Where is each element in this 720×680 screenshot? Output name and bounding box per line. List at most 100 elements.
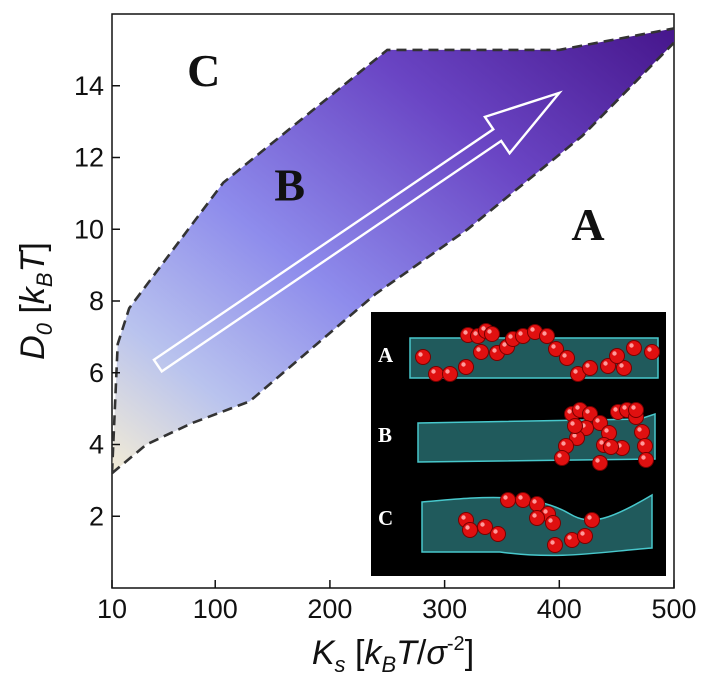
- region-label-c: C: [187, 45, 220, 96]
- bead-highlight: [604, 428, 609, 433]
- bead-highlight: [487, 329, 492, 334]
- bead-highlight: [619, 363, 624, 368]
- bead-highlight: [647, 347, 652, 352]
- bead-highlight: [550, 540, 555, 545]
- lower-boundary-line: [112, 41, 674, 475]
- bead-highlight: [473, 331, 478, 336]
- polymer-bead: [473, 344, 489, 360]
- polymer-bead: [442, 366, 458, 382]
- bead-highlight: [431, 369, 436, 374]
- inset-label-a: A: [378, 343, 394, 367]
- polymer-bead: [428, 366, 444, 382]
- bead-highlight: [445, 369, 450, 374]
- y-tick-label: 8: [89, 286, 104, 316]
- y-tick-label: 10: [74, 214, 104, 244]
- bead-highlight: [612, 351, 617, 356]
- bead-highlight: [418, 352, 423, 357]
- polymer-bead: [592, 455, 608, 471]
- bead-highlight: [530, 327, 535, 332]
- bead-highlight: [641, 455, 646, 460]
- polymer-bead: [462, 522, 478, 538]
- x-tick-label: 10: [97, 594, 127, 624]
- polymer-bead: [634, 424, 650, 440]
- bead-highlight: [562, 353, 567, 358]
- x-tick-label: 400: [537, 594, 582, 624]
- bead-highlight: [503, 495, 508, 500]
- bead-highlight: [613, 407, 618, 412]
- direction-arrow: [152, 90, 563, 374]
- region-label-b: B: [274, 160, 305, 211]
- bead-highlight: [557, 453, 562, 458]
- polymer-bead: [638, 452, 654, 468]
- bead-highlight: [599, 440, 604, 445]
- bead-highlight: [542, 331, 547, 336]
- bead-highlight: [481, 326, 486, 331]
- polymer-bead: [415, 349, 431, 365]
- y-axis-title: D0 [kBT]: [14, 242, 57, 360]
- bead-highlight: [493, 529, 498, 534]
- polymer-bead: [626, 340, 642, 356]
- bead-highlight: [543, 509, 548, 514]
- polymer-bead: [458, 359, 474, 375]
- inset-snapshot-b: B: [378, 402, 656, 471]
- polymer-bead: [500, 492, 516, 508]
- inset-snapshot-c: C: [378, 492, 653, 557]
- polymer-bead: [603, 439, 619, 455]
- polymer-bead: [484, 326, 500, 342]
- region-labels: A B C: [187, 45, 604, 250]
- bead-highlight: [629, 343, 634, 348]
- bead-highlight: [465, 525, 470, 530]
- inset-label-b: B: [378, 423, 392, 447]
- y-tick-label: 14: [74, 71, 104, 101]
- bead-highlight: [567, 535, 572, 540]
- bead-highlight: [595, 418, 600, 423]
- polymer-bead: [582, 360, 598, 376]
- bead-highlight: [518, 495, 523, 500]
- polymer-bead: [584, 512, 600, 528]
- bead-highlight: [480, 522, 485, 527]
- polymer-bead: [577, 528, 593, 544]
- polymer-bead: [567, 418, 583, 434]
- x-axis-title: Ks [kBT/σ-2]: [312, 633, 474, 677]
- polymer-bead: [644, 344, 660, 360]
- phase-region-b: [112, 28, 674, 474]
- bead-highlight: [561, 441, 566, 446]
- y-tick-label: 6: [89, 358, 104, 388]
- bead-highlight: [585, 409, 590, 414]
- bead-highlight: [567, 409, 572, 414]
- polymer-bead: [559, 350, 575, 366]
- inset-label-c: C: [378, 506, 393, 530]
- x-tick-label: 100: [193, 594, 238, 624]
- bead-highlight: [551, 344, 556, 349]
- bead-highlight: [570, 421, 575, 426]
- y-tick-label: 12: [74, 143, 104, 173]
- y-tick-label: 2: [89, 501, 104, 531]
- polymer-bead: [529, 510, 545, 526]
- x-tick-label: 500: [651, 594, 696, 624]
- inset-snapshot-a: A: [378, 323, 660, 382]
- x-tick-label: 300: [422, 594, 467, 624]
- bead-highlight: [585, 363, 590, 368]
- bead-highlight: [518, 331, 523, 336]
- polymer-bead: [609, 348, 625, 364]
- y-axis-ticks: 2 4 6 8 10 12 14: [74, 71, 120, 531]
- bead-highlight: [573, 369, 578, 374]
- bead-highlight: [502, 342, 507, 347]
- y-tick-label: 4: [89, 430, 104, 460]
- bead-highlight: [461, 515, 466, 520]
- bead-highlight: [587, 515, 592, 520]
- bead-highlight: [580, 531, 585, 536]
- bead-highlight: [508, 334, 513, 339]
- polymer-bead: [547, 537, 563, 553]
- bead-highlight: [461, 362, 466, 367]
- polymer-bead: [628, 402, 644, 418]
- polymer-bead: [545, 515, 561, 531]
- bead-highlight: [548, 518, 553, 523]
- polymer-bead: [490, 526, 506, 542]
- bead-highlight: [606, 442, 611, 447]
- x-axis-ticks: 10 100 200 300 400 500: [97, 580, 697, 624]
- polymer-bead: [515, 492, 531, 508]
- bead-highlight: [532, 499, 537, 504]
- x-tick-label: 200: [307, 594, 352, 624]
